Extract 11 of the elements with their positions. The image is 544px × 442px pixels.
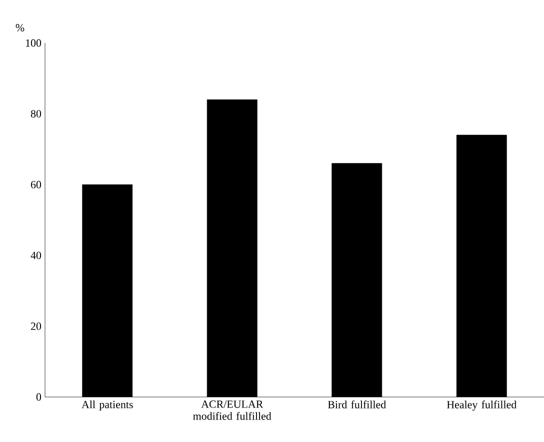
y-tick-label: 100 bbox=[26, 39, 42, 47]
x-tick-label: Bird fulfilled bbox=[328, 400, 386, 408]
x-tick-label: All patients bbox=[82, 400, 133, 410]
y-axis-title: % bbox=[16, 24, 24, 32]
x-tick-label: Healey fulfilled bbox=[446, 400, 516, 411]
y-tick-label: 20 bbox=[31, 322, 42, 330]
y-tick-label: 40 bbox=[30, 252, 42, 260]
x-tick-label: ACR/EULAR modified fulfilled bbox=[193, 400, 272, 420]
y-tick-label: 0 bbox=[36, 393, 42, 401]
y-tick-label: 80 bbox=[30, 110, 42, 118]
y-tick-label: 60 bbox=[30, 180, 42, 188]
